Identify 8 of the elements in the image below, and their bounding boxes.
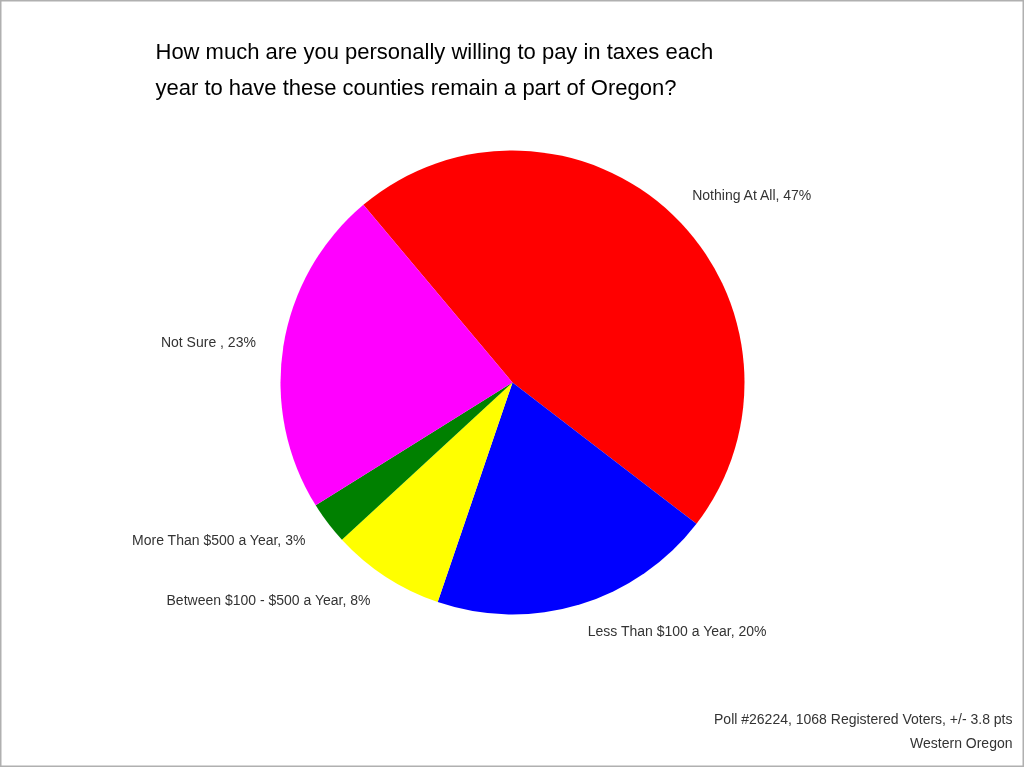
slice-label: Not Sure , 23%	[160, 333, 256, 350]
text: Western Oregon	[910, 734, 1013, 751]
chart-title: How much are you personally willing to pay in taxes each year to have these counties remain a part of Oregon?	[155, 38, 714, 100]
text: Poll #26224, 1068 Registered Voters, +/- 3.8 pts	[714, 710, 1013, 727]
slice-label: Between $100 - $500 a Year, 8%	[166, 592, 371, 609]
slice-label: Nothing At All, 47%	[692, 186, 812, 203]
slice-label: Less Than $100 a Year, 20%	[587, 623, 767, 640]
slice-label: More Than $500 a Year, 3%	[132, 532, 306, 549]
